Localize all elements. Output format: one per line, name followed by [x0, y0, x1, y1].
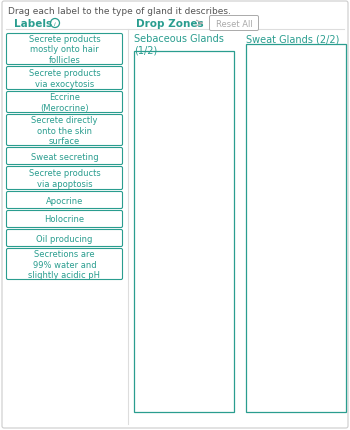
Text: Sweat secreting: Sweat secreting	[31, 152, 98, 161]
Text: Holocrine: Holocrine	[44, 215, 85, 224]
FancyBboxPatch shape	[7, 148, 122, 165]
FancyBboxPatch shape	[7, 211, 122, 228]
Text: Sebaceous Glands
(1/2): Sebaceous Glands (1/2)	[134, 34, 224, 55]
Text: Secretions are
99% water and
slightly acidic pH: Secretions are 99% water and slightly ac…	[28, 249, 100, 280]
Text: Secrete products
via exocytosis: Secrete products via exocytosis	[29, 69, 100, 89]
Bar	[246, 45, 346, 412]
Text: Eccrine
(Merocrine): Eccrine (Merocrine)	[40, 93, 89, 113]
Text: Oil producing: Oil producing	[36, 234, 93, 243]
FancyBboxPatch shape	[7, 167, 122, 190]
FancyBboxPatch shape	[7, 230, 122, 247]
Text: Reset All: Reset All	[216, 19, 252, 28]
FancyBboxPatch shape	[7, 115, 122, 146]
Text: Secrete directly
onto the skin
surface: Secrete directly onto the skin surface	[31, 116, 98, 146]
FancyBboxPatch shape	[2, 2, 348, 428]
FancyBboxPatch shape	[7, 92, 122, 113]
FancyBboxPatch shape	[7, 68, 122, 90]
Text: i: i	[54, 22, 56, 27]
Bar	[134, 52, 234, 412]
Text: Drag each label to the type of gland it describes.: Drag each label to the type of gland it …	[8, 7, 231, 16]
FancyBboxPatch shape	[7, 34, 122, 65]
Text: Secrete products
via apoptosis: Secrete products via apoptosis	[29, 169, 100, 188]
Text: Apocrine: Apocrine	[46, 196, 83, 205]
FancyBboxPatch shape	[210, 16, 259, 31]
Text: Sweat Glands (2/2): Sweat Glands (2/2)	[246, 34, 340, 44]
Text: Labels: Labels	[14, 19, 52, 29]
Text: Secrete products
mostly onto hair
follicles: Secrete products mostly onto hair follic…	[29, 35, 100, 65]
FancyBboxPatch shape	[7, 192, 122, 209]
FancyBboxPatch shape	[7, 249, 122, 280]
Text: Drop Zones: Drop Zones	[136, 19, 204, 29]
